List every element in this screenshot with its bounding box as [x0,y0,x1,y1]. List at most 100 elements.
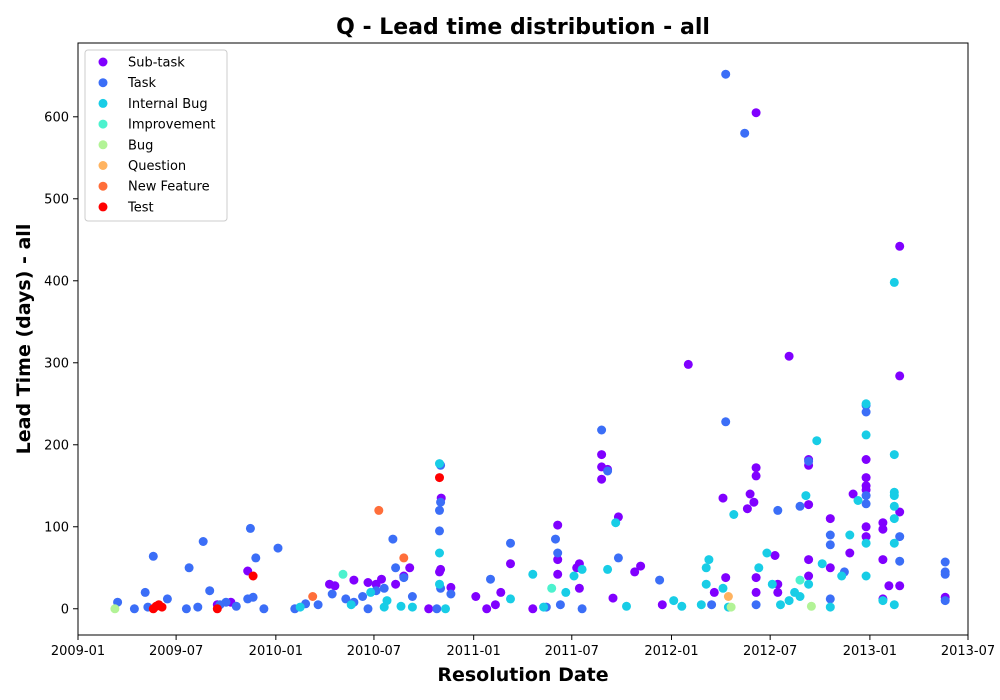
data-point [701,579,711,589]
data-point [486,574,495,584]
data-point [751,108,761,118]
data-point [721,573,731,583]
data-point [391,563,401,573]
data-point [379,583,389,593]
data-point [198,537,208,546]
x-tick-label: 2009-01 [51,644,105,659]
data-point [396,601,406,611]
series-question [723,592,733,601]
x-tick-label: 2012-07 [743,644,797,659]
data-point [435,473,444,483]
data-point [709,587,719,597]
data-point [801,491,811,501]
data-point [683,359,693,369]
data-point [751,587,761,597]
data-point [784,596,794,606]
data-point [363,578,373,587]
data-point [940,596,950,606]
data-point [749,497,759,507]
data-point [848,489,858,499]
legend-entry: Bug [128,138,153,153]
data-point [861,538,871,548]
data-point [804,579,814,589]
data-point [561,587,571,597]
data-point [547,583,557,593]
data-point [308,592,318,601]
data-point [804,456,814,466]
data-point [506,538,515,548]
data-point [611,518,621,528]
data-point [751,600,761,610]
plot-frame [77,42,969,636]
data-point [773,587,783,597]
legend: Sub-task Task Internal Bug Improvement Bug Qu… [84,49,228,222]
data-point [677,601,687,611]
data-point [482,604,492,614]
x-tick-label: 2013-01 [843,644,897,659]
data-point [837,571,847,581]
y-axis-label: Lead Time (days) - all [13,224,35,455]
data-point [767,579,777,589]
y-tick-label: 300 [44,356,69,371]
data-point [825,514,835,524]
data-point [740,128,750,138]
data-point [795,501,805,511]
data-point [273,543,283,553]
data-point [338,569,348,579]
x-tick-label: 2011-07 [545,644,599,659]
legend-marker [98,78,108,88]
data-point [861,430,871,440]
x-tick-label: 2011-01 [447,644,501,659]
data-point [436,564,446,574]
series-sub-task [212,108,950,614]
data-point [878,596,888,606]
legend-entry: Task [127,76,157,91]
data-point [804,500,814,510]
data-point [622,601,631,611]
data-point [313,600,323,610]
data-point [745,489,755,499]
data-point [861,473,871,483]
data-point [555,600,565,610]
data-point [861,522,871,532]
series-bug [110,601,816,614]
points-layer [110,69,950,614]
chart-title: Q - Lead time distribution - all [336,15,710,40]
data-point [889,514,899,524]
data-point [399,573,409,583]
data-point [424,604,434,614]
data-point [346,600,356,610]
data-point [295,602,305,612]
data-point [812,436,822,446]
data-point [181,604,191,614]
data-point [770,551,780,560]
data-point [742,504,752,514]
data-point [784,351,794,361]
data-point [721,417,731,427]
x-axis-label: Resolution Date [437,664,608,686]
data-point [551,534,560,544]
data-point [895,371,905,381]
data-point [446,582,456,592]
data-point [655,575,665,585]
data-point [193,602,203,612]
data-point [259,604,269,614]
legend-marker [98,140,108,150]
data-point [330,581,340,591]
legend-entry: Improvement [128,118,215,133]
x-tick-label: 2010-07 [347,644,401,659]
legend-entry: Sub-task [128,56,185,71]
data-point [751,463,761,473]
data-point [251,553,261,563]
data-point [162,594,172,604]
data-point [407,602,417,612]
data-point [603,466,613,476]
x-tick-label: 2009-07 [149,644,203,659]
data-point [669,596,679,606]
data-point [889,277,899,287]
data-point [895,581,905,591]
data-point [878,555,888,565]
data-point [157,602,167,612]
data-point [940,557,950,567]
data-point [553,520,563,530]
